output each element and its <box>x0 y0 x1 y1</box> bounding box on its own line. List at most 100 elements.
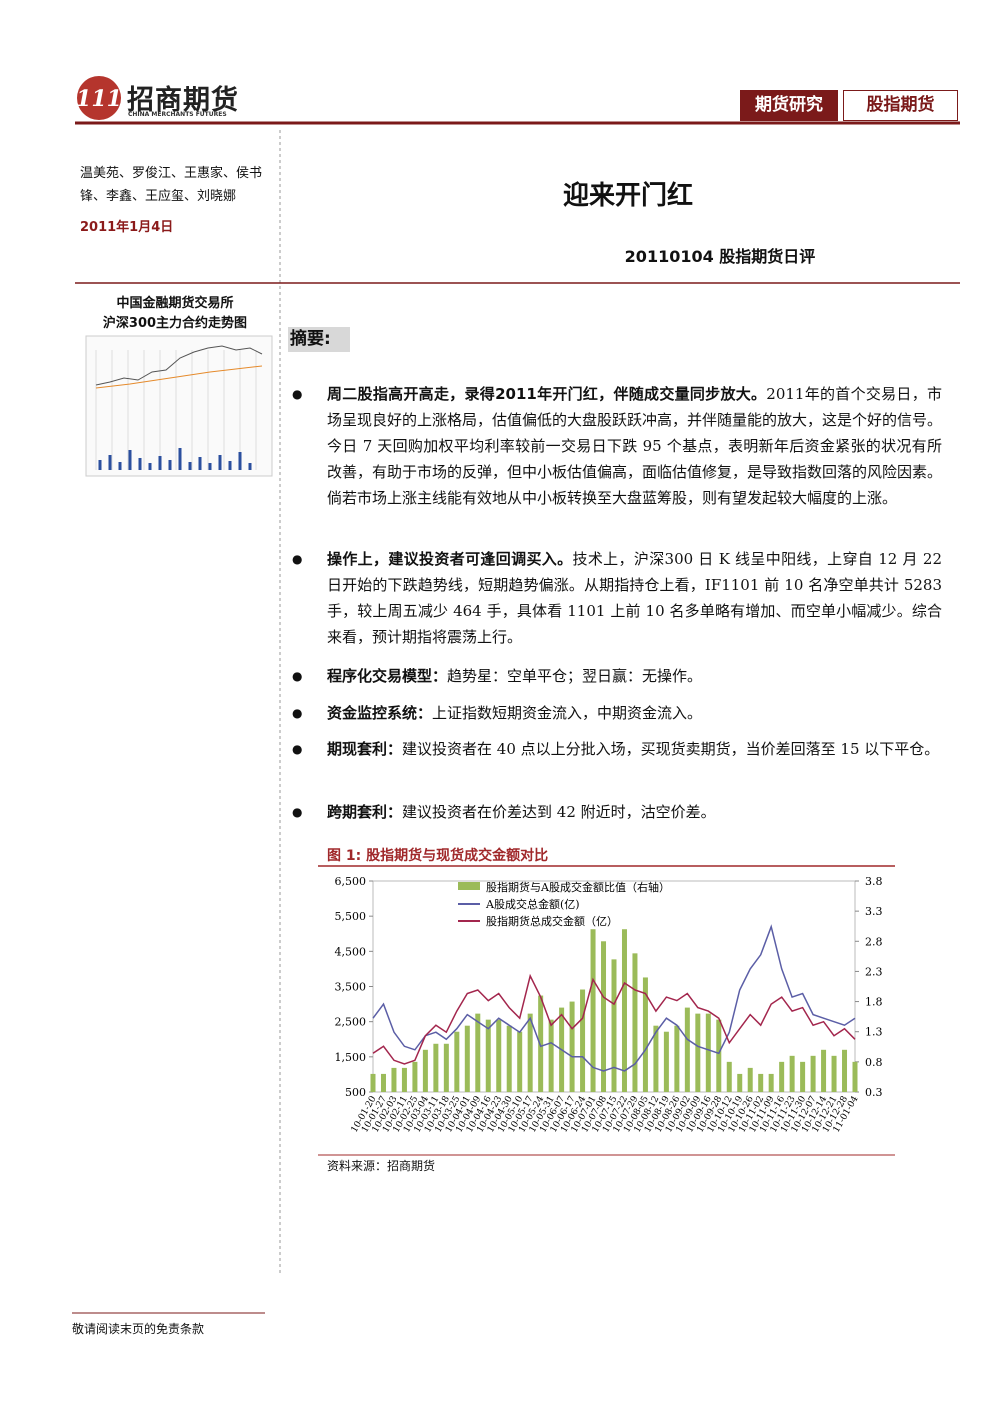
thumbnail-chart <box>85 335 273 477</box>
bullet-body: 2011年的首个交易日，市场呈现良好的上涨格局，估值偏低的大盘股跃跃冲高，并伴随… <box>327 385 943 507</box>
bar <box>538 995 544 1092</box>
y-tick-label: 1,500 <box>335 1051 367 1064</box>
footer: 敬请阅读末页的免责条款 <box>72 1322 205 1336</box>
bar <box>716 1019 722 1092</box>
legend-label: 股指期货总成交金额（亿） <box>486 914 618 928</box>
bullet-lead: 期现套利： <box>327 740 403 758</box>
title: 迎来开门红 <box>562 181 693 211</box>
bar <box>401 1067 407 1092</box>
y-tick-label: 3,500 <box>335 981 367 994</box>
line <box>372 973 856 1065</box>
bar <box>810 1055 816 1092</box>
bar <box>821 1049 827 1092</box>
bullet-dot: ● <box>292 552 303 566</box>
bar <box>737 1073 743 1092</box>
logo-subtext: CHINA MERCHANTS FUTURES <box>128 111 227 118</box>
bullet: ● 操作上，建议投资者可逢回调买入。技术上，沪深300 日 K 线呈中阳线，上穿自… <box>292 546 942 650</box>
bullet: ● 跨期套利：建议投资者在价差达到 42 附近时，沽空价差。 <box>292 799 942 825</box>
bullet-dot: ● <box>292 742 303 756</box>
bar <box>663 1031 669 1092</box>
bar <box>632 953 638 1092</box>
legend-label: A股成交总金额(亿) <box>485 897 580 911</box>
bar <box>758 1073 764 1092</box>
tag: 股指期货 <box>843 90 958 121</box>
bar <box>831 1055 837 1092</box>
bar <box>517 1031 523 1092</box>
y-tick-label: 5,500 <box>335 910 367 923</box>
bar <box>653 1025 659 1092</box>
bullet-lead: 程序化交易模型： <box>327 667 448 685</box>
bar <box>412 1061 418 1092</box>
bullet-text: 周二股指高开高走，录得2011年开门红，伴随成交量同步放大。2011年的首个交易… <box>327 381 942 511</box>
bullet: ● 程序化交易模型：趋势星：空单平仓；翌日赢：无操作。 <box>292 663 942 689</box>
logo-icon <box>77 76 121 120</box>
bullet-lead: 操作上，建议投资者可逢回调买入。 <box>327 550 573 568</box>
bullet-dot: ● <box>292 669 303 683</box>
bullet-text: 程序化交易模型：趋势星：空单平仓；翌日赢：无操作。 <box>327 663 942 689</box>
bar <box>454 1031 460 1092</box>
y2-tick-label: 1.3 <box>865 1026 883 1039</box>
legend-label: 股指期货与A股成交金额比值（右轴） <box>486 880 670 894</box>
figure-title: 图 1: 股指期货与现货成交金额对比 <box>327 848 549 864</box>
y-tick-label: 6,500 <box>335 875 367 888</box>
bullet-text: 资金监控系统：上证指数短期资金流入，中期资金流入。 <box>327 700 942 726</box>
bar <box>726 1061 732 1092</box>
bar <box>580 989 586 1092</box>
bullet: ● 周二股指高开高走，录得2011年开门红，伴随成交量同步放大。2011年的首个交… <box>292 381 942 511</box>
logo-text: 招商期货 <box>127 85 239 116</box>
y2-tick-label: 3.3 <box>865 905 883 918</box>
bullet-body: 上证指数短期资金流入，中期资金流入。 <box>432 704 703 722</box>
bullet-text: 跨期套利：建议投资者在价差达到 42 附近时，沽空价差。 <box>327 799 942 825</box>
date: 2011年1月4日 <box>80 220 174 235</box>
tag: 期货研究 <box>740 90 838 121</box>
y-tick-label: 4,500 <box>335 945 367 958</box>
logo-mark: 111 <box>76 86 122 112</box>
bar <box>443 1043 449 1092</box>
bar <box>590 929 596 1092</box>
bullet-body: 建议投资者在价差达到 42 附近时，沽空价差。 <box>402 803 716 821</box>
line <box>372 924 856 1072</box>
bar <box>842 1049 848 1092</box>
chart: 500 1,500 2,500 3,500 4,500 5,500 6,500 0.3 0.8 1… <box>335 875 883 1135</box>
bar <box>569 1001 575 1092</box>
thumb-caption: 中国金融期货交易所 沪深300主力合约走势图 <box>75 294 275 334</box>
source: 资料来源：招商期货 <box>327 1159 436 1173</box>
bar <box>391 1067 397 1092</box>
bar <box>475 1013 481 1092</box>
summary-label: 摘要: <box>288 327 350 352</box>
caption-line: 沪深300主力合约走势图 <box>102 316 248 331</box>
bar <box>548 1019 554 1092</box>
bar <box>380 1073 386 1092</box>
bullet: ● 资金监控系统：上证指数短期资金流入，中期资金流入。 <box>292 700 942 726</box>
y-tick-label: 2,500 <box>335 1016 367 1029</box>
legend-swatch <box>458 882 480 890</box>
bullet-body: 趋势星：空单平仓；翌日赢：无操作。 <box>447 667 703 685</box>
bar <box>370 1073 376 1092</box>
bar <box>601 941 607 1092</box>
bar <box>506 1025 512 1092</box>
bar <box>496 1019 502 1092</box>
bar <box>684 1007 690 1092</box>
y2-tick-label: 2.8 <box>865 935 883 948</box>
bullet-body: 技术上，沪深300 日 K 线呈中阳线，上穿自 12 月 22 日开始的下跌趋势… <box>327 550 942 646</box>
y2-tick-label: 1.8 <box>865 996 883 1009</box>
bullet-lead: 周二股指高开高走，录得2011年开门红，伴随成交量同步放大。 <box>327 385 767 403</box>
bullet-text: 期现套利：建议投资者在 40 点以上分批入场，买现货卖期货，当价差回落至 15 … <box>327 736 942 762</box>
bar <box>674 1025 680 1092</box>
bar <box>747 1067 753 1092</box>
bar <box>464 1025 470 1092</box>
bar <box>422 1049 428 1092</box>
bar <box>779 1061 785 1092</box>
bar <box>768 1073 774 1092</box>
bullet-dot: ● <box>292 387 303 401</box>
y2-tick-label: 0.3 <box>865 1086 883 1099</box>
bar <box>611 959 617 1092</box>
bar <box>852 1061 858 1092</box>
y2-tick-label: 2.3 <box>865 965 883 978</box>
bar <box>695 1013 701 1092</box>
authors: 温美苑、罗俊江、王惠家、侯书锋、李鑫、王应玺、刘晓娜 <box>80 166 263 204</box>
bullet-body: 建议投资者在 40 点以上分批入场，买现货卖期货，当价差回落至 15 以下平仓。 <box>402 740 940 758</box>
bullet-dot: ● <box>292 706 303 720</box>
y2-tick-label: 3.8 <box>865 875 883 888</box>
